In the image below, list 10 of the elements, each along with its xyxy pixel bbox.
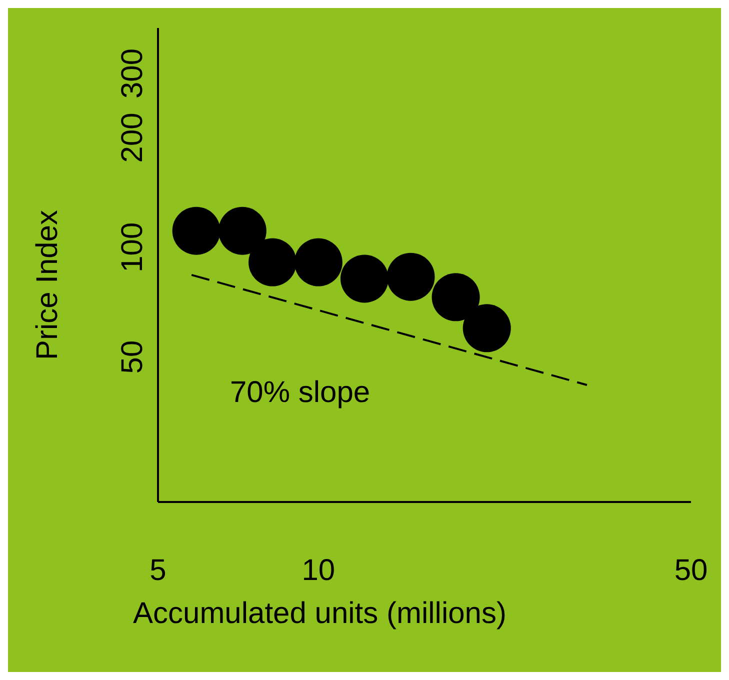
x-axis-title: Accumulated units (millions) xyxy=(133,596,508,632)
y-tick-label: 50 xyxy=(116,340,149,374)
x-tick-label: 50 xyxy=(674,554,708,587)
annotation: 70% slope xyxy=(230,376,370,410)
y-axis-title: Price Index xyxy=(31,210,65,360)
y-tick-label: 300 xyxy=(116,48,149,99)
x-tick-label: 10 xyxy=(302,554,336,587)
y-tick-label: 100 xyxy=(116,222,149,272)
x-tick-label: 5 xyxy=(150,554,166,587)
y-tick-label: 200 xyxy=(116,112,149,163)
